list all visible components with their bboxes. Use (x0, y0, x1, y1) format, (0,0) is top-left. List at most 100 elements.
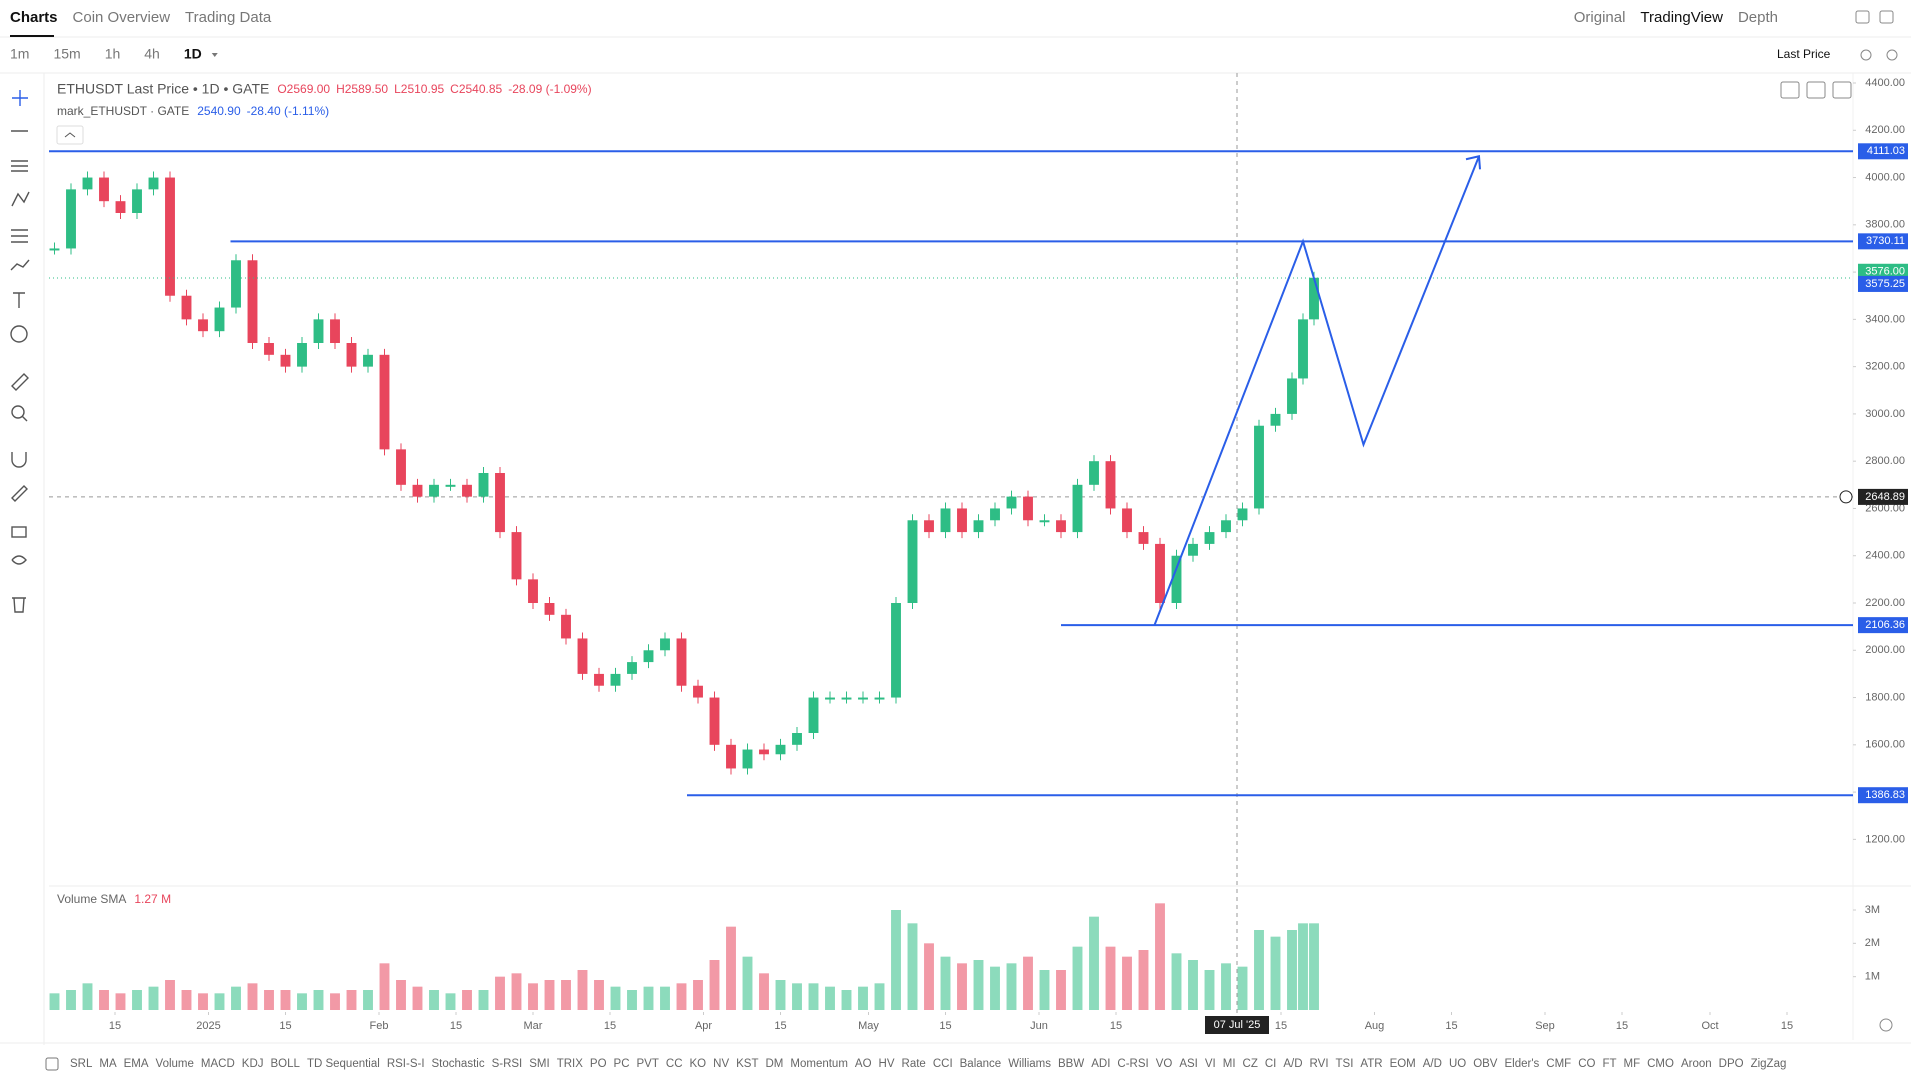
view-tab[interactable]: Depth (1738, 9, 1778, 26)
volume-bar (726, 926, 736, 1010)
view-tab[interactable]: Original (1574, 9, 1626, 26)
view-tab[interactable]: TradingView (1640, 9, 1723, 26)
x-tick-label: Apr (695, 1020, 712, 1032)
y-tick-label: 3200.00 (1865, 361, 1905, 373)
indicator[interactable]: ASI (1179, 1058, 1198, 1070)
candle (643, 650, 654, 663)
indicator[interactable]: Rate (902, 1058, 926, 1070)
indicator[interactable]: PVT (637, 1058, 659, 1070)
tab[interactable]: Trading Data (185, 9, 272, 26)
indicator[interactable]: VO (1156, 1058, 1173, 1070)
indicator[interactable]: TSI (1336, 1058, 1354, 1070)
tab[interactable]: Coin Overview (73, 9, 171, 26)
interval[interactable]: 1h (105, 46, 121, 62)
volume-bar (181, 990, 192, 1010)
indicator[interactable]: CC (666, 1058, 683, 1070)
volume-bar (1309, 923, 1319, 1010)
volume-bar (297, 993, 307, 1010)
volume-bar (445, 993, 456, 1010)
indicator[interactable]: HV (879, 1058, 895, 1070)
candle (660, 638, 670, 651)
indicator[interactable]: Williams (1008, 1058, 1051, 1070)
indicator[interactable]: A/D (1283, 1058, 1302, 1070)
indicator[interactable]: TD Sequential (307, 1058, 380, 1070)
indicator[interactable]: Elder's (1504, 1058, 1539, 1070)
candle (346, 343, 357, 367)
volume-bar (973, 960, 984, 1010)
indicator[interactable]: KO (690, 1058, 707, 1070)
indicator[interactable]: BBW (1058, 1058, 1084, 1070)
indicator[interactable]: TRIX (557, 1058, 584, 1070)
collapse-button[interactable] (56, 125, 84, 145)
indicator[interactable]: AO (855, 1058, 872, 1070)
indicator[interactable]: NV (713, 1058, 729, 1070)
candle (1204, 532, 1215, 544)
indicator[interactable]: CI (1265, 1058, 1277, 1070)
x-tick-label: 15 (774, 1020, 786, 1032)
level-label: 2106.36 (1865, 619, 1905, 631)
indicator[interactable]: MACD (201, 1058, 235, 1070)
indicator[interactable]: KDJ (242, 1058, 264, 1070)
volume-bar (1023, 956, 1033, 1010)
interval[interactable]: 1m (10, 46, 29, 62)
indicator[interactable]: ATR (1360, 1058, 1382, 1070)
indicator[interactable]: DPO (1719, 1058, 1744, 1070)
indicator[interactable]: MA (99, 1058, 117, 1070)
indicator[interactable]: ADI (1091, 1058, 1110, 1070)
indicator[interactable]: Stochastic (432, 1058, 485, 1070)
indicator[interactable]: DM (766, 1058, 784, 1070)
volume-bar (990, 966, 1000, 1010)
volume-bar (346, 990, 357, 1010)
tab[interactable]: Charts (10, 9, 58, 26)
indicator[interactable]: Momentum (790, 1058, 848, 1070)
indicator[interactable]: Aroon (1681, 1058, 1712, 1070)
volume-bar (858, 986, 868, 1010)
interval[interactable]: 4h (144, 46, 160, 62)
volume-bar (264, 990, 274, 1010)
indicator[interactable]: EOM (1390, 1058, 1416, 1070)
indicator[interactable]: RSI-S-I (387, 1058, 425, 1070)
indicator[interactable]: KST (736, 1058, 758, 1070)
indicator[interactable]: EMA (124, 1058, 149, 1070)
indicator[interactable]: CCI (933, 1058, 953, 1070)
indicator[interactable]: SRL (70, 1058, 93, 1070)
indicator[interactable]: MF (1624, 1058, 1641, 1070)
indicator[interactable]: VI (1205, 1058, 1216, 1070)
indicator[interactable]: A/D (1423, 1058, 1442, 1070)
crosshair-price-label-bg (1858, 488, 1908, 505)
indicator[interactable]: PO (590, 1058, 607, 1070)
last-price-label: 3576.00 (1865, 266, 1905, 278)
indicator[interactable]: SMI (529, 1058, 549, 1070)
indicator[interactable]: C-RSI (1117, 1058, 1148, 1070)
indicator[interactable]: Volume (156, 1058, 194, 1070)
indicator[interactable]: Balance (960, 1058, 1002, 1070)
indicator[interactable]: UO (1449, 1058, 1466, 1070)
candle (132, 189, 142, 213)
indicator[interactable]: S-RSI (492, 1058, 523, 1070)
indicator[interactable]: BOLL (271, 1058, 301, 1070)
price-type[interactable]: Last Price (1777, 47, 1831, 61)
indicator[interactable]: MI (1223, 1058, 1236, 1070)
indicator[interactable]: ZigZag (1751, 1058, 1787, 1070)
indicator[interactable]: CO (1578, 1058, 1595, 1070)
volume-bar (82, 983, 93, 1010)
volume-bar (627, 990, 637, 1010)
y-tick-label: 1800.00 (1865, 691, 1905, 703)
interval[interactable]: 1D (184, 46, 202, 62)
volume-bar (825, 986, 835, 1010)
y-tick-label: 4400.00 (1865, 77, 1905, 89)
interval[interactable]: 15m (53, 46, 80, 62)
volume-bar (594, 980, 604, 1010)
indicator[interactable]: CMO (1647, 1058, 1674, 1070)
indicator[interactable]: CMF (1546, 1058, 1571, 1070)
y-tick-label: 2600.00 (1865, 502, 1905, 514)
indicator[interactable]: RVI (1310, 1058, 1329, 1070)
candle (1171, 555, 1182, 603)
candle (297, 343, 307, 367)
volume-bar (775, 980, 786, 1010)
indicator[interactable]: FT (1602, 1058, 1616, 1070)
add-alert[interactable] (1839, 490, 1853, 504)
indicator[interactable]: OBV (1473, 1058, 1498, 1070)
indicator[interactable]: CZ (1243, 1058, 1258, 1070)
indicator[interactable]: PC (614, 1058, 630, 1070)
